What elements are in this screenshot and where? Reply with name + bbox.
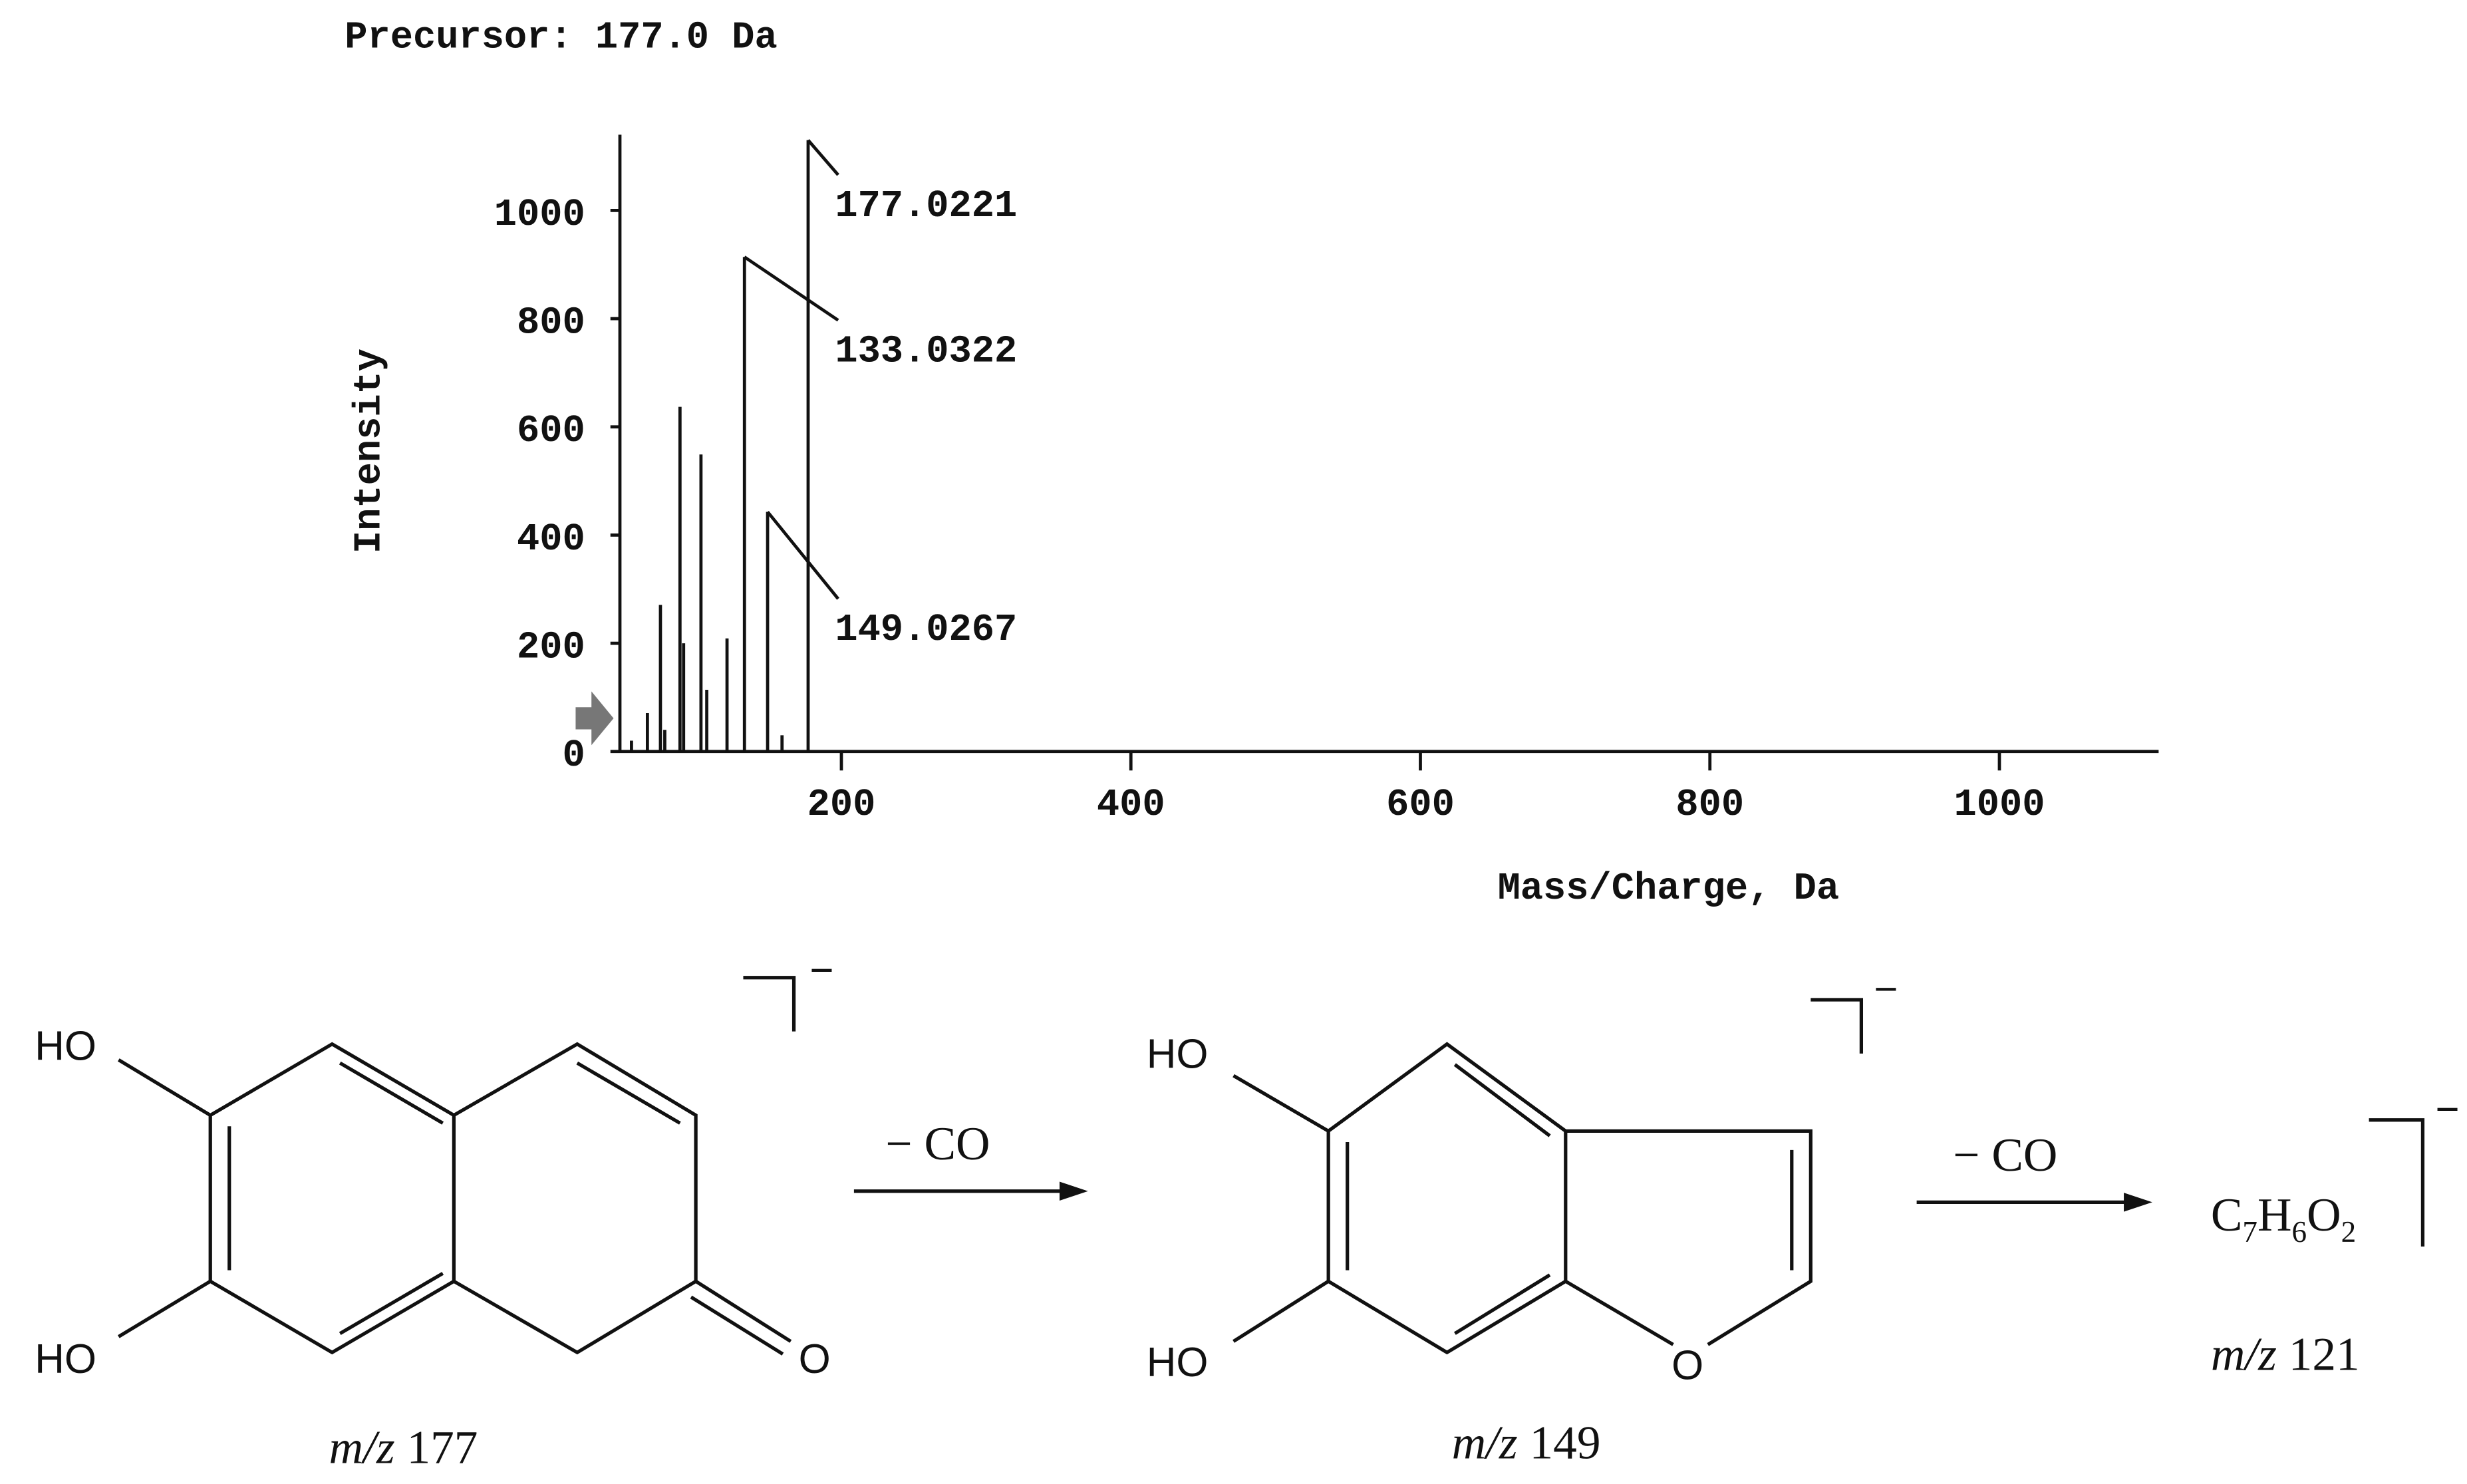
x-tick-label: 800 (1675, 784, 1744, 827)
y-tick-label: 400 (517, 518, 585, 561)
step-label: − CO (1953, 1129, 2057, 1181)
y-axis-label: Intensity (349, 349, 392, 553)
caption: m/z 149 (1452, 1417, 1601, 1469)
y-tick-label: 600 (517, 410, 585, 453)
arrowhead (2124, 1193, 2152, 1212)
element: C (2211, 1189, 2243, 1241)
x-tick-label: 600 (1386, 784, 1455, 827)
leader-line (766, 510, 839, 600)
subscript: 2 (2341, 1215, 2357, 1249)
x-tick-label: 1000 (1954, 784, 2045, 827)
mz-value: 121 (2289, 1328, 2360, 1380)
charge: − (2435, 1086, 2459, 1132)
formula: C7H6O2 (2211, 1189, 2356, 1249)
hydroxyl: HO (35, 1336, 96, 1382)
peak-label: 149.0267 (835, 609, 1017, 652)
precursor-arrow (575, 691, 614, 746)
plot: 0 200 400 600 800 1000 200 400 600 800 1000 133.032… (494, 134, 2159, 827)
peak-label: 177.0221 (835, 185, 1017, 228)
structure-2: HO HO O − m/z 149 (1147, 966, 1898, 1469)
y-tick-label: 1000 (494, 194, 585, 237)
element: H (2257, 1189, 2292, 1241)
mz: m/z (329, 1421, 395, 1474)
charge: − (809, 947, 833, 993)
charge: − (1874, 966, 1898, 1012)
fragment-3: C7H6O2 − m/z 121 (2211, 1086, 2460, 1380)
arrowhead (1059, 1181, 1088, 1201)
x-axis-label: Mass/Charge, Da (1498, 867, 1840, 911)
mz-value: 177 (406, 1421, 478, 1474)
mz: m/z (1452, 1417, 1518, 1469)
x-tick-label: 200 (807, 784, 876, 827)
leader-line (807, 139, 839, 176)
structure-1: HO HO O − m/z 177 (35, 947, 833, 1473)
chart-title: Precursor: 177.0 Da (345, 17, 777, 60)
subscript: 7 (2242, 1215, 2257, 1249)
oxygen: O (1671, 1343, 1703, 1389)
caption: m/z 121 (2211, 1328, 2360, 1380)
subscript: 6 (2291, 1215, 2307, 1249)
mz-value: 149 (1530, 1417, 1601, 1469)
leader-line (743, 255, 839, 322)
mz: m/z (2211, 1328, 2277, 1380)
peak-label: 133.0322 (835, 330, 1017, 373)
y-tick-label: 0 (562, 734, 585, 778)
hydroxyl: HO (1147, 1340, 1209, 1386)
element: O (2307, 1189, 2341, 1241)
y-tick-label: 200 (517, 626, 585, 669)
step-label: − CO (885, 1117, 990, 1170)
oxygen: O (799, 1336, 831, 1382)
x-tick-label: 400 (1097, 784, 1165, 827)
hydroxyl: HO (35, 1023, 96, 1069)
hydroxyl: HO (1147, 1031, 1209, 1077)
caption: m/z 177 (329, 1421, 478, 1474)
y-tick-label: 800 (517, 301, 585, 345)
